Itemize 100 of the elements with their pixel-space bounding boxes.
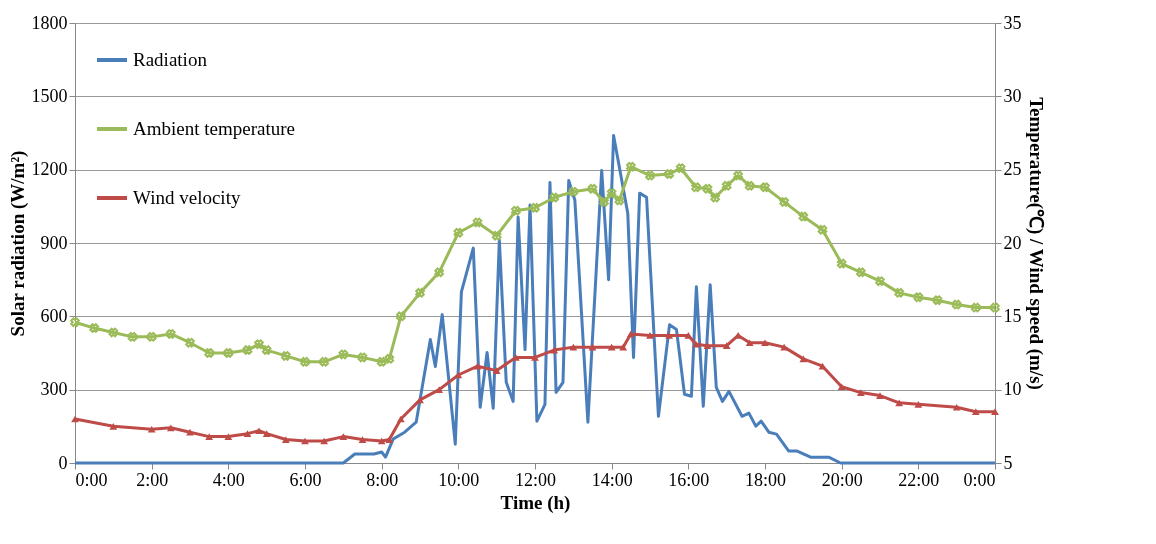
legend-label: Radiation	[133, 49, 208, 70]
point	[952, 403, 961, 411]
point	[89, 323, 99, 333]
point	[415, 288, 425, 298]
point	[384, 354, 395, 364]
point	[675, 163, 686, 174]
point	[185, 337, 195, 348]
point	[733, 170, 743, 181]
point	[376, 356, 387, 367]
y2-axis-title: Temperature(℃) / Wind speed (m/s)	[1024, 97, 1047, 390]
y-tick-label: 1800	[31, 12, 68, 33]
point	[951, 299, 962, 310]
point	[108, 327, 119, 338]
point	[856, 389, 865, 396]
point	[254, 339, 264, 350]
x-tick-label: 20:00	[821, 469, 863, 490]
point	[692, 340, 700, 348]
point	[932, 295, 943, 306]
y2-tick-label: 20	[1003, 232, 1022, 253]
x-tick-label: 12:00	[514, 469, 557, 490]
point	[204, 348, 214, 358]
point	[856, 267, 866, 278]
point	[473, 362, 482, 370]
point	[358, 436, 367, 443]
point	[435, 386, 444, 394]
point	[147, 425, 156, 433]
x-axis-title: Time (h)	[500, 491, 571, 514]
point	[818, 362, 827, 370]
point	[243, 430, 252, 438]
point	[166, 424, 175, 432]
point	[224, 433, 233, 440]
point	[453, 227, 464, 238]
x-tick-label: 22:00	[898, 469, 940, 490]
point	[511, 205, 521, 216]
point	[357, 352, 368, 363]
point	[549, 192, 559, 203]
legend-label: Ambient temperature	[133, 118, 295, 139]
point	[817, 224, 828, 235]
point	[895, 399, 904, 407]
y-tick-label: 1200	[31, 159, 68, 180]
point	[645, 170, 655, 181]
point	[760, 182, 770, 193]
point	[710, 192, 720, 203]
x-tick-label: 18:00	[744, 469, 787, 490]
point	[913, 292, 924, 303]
point	[761, 339, 769, 347]
point	[799, 355, 808, 363]
y2-tick-label: 15	[1003, 305, 1022, 326]
point	[109, 422, 118, 430]
legend-label: Wind velocity	[133, 187, 241, 208]
point	[836, 258, 847, 269]
point	[702, 183, 713, 194]
point	[568, 186, 579, 197]
point	[255, 427, 263, 435]
point	[691, 182, 701, 193]
x-tick-label: 16:00	[668, 469, 710, 490]
point	[875, 276, 885, 286]
point	[745, 339, 754, 347]
point	[990, 302, 1000, 313]
y-tick-label: 1500	[31, 85, 68, 106]
point	[914, 400, 923, 408]
point	[971, 302, 981, 313]
x-tick-label: 0:00	[75, 469, 108, 490]
y2-tick-label: 25	[1003, 159, 1022, 180]
point	[281, 436, 290, 443]
point	[205, 433, 214, 440]
y-tick-label: 300	[40, 379, 68, 400]
point	[281, 351, 291, 361]
x-tick-label: 14:00	[591, 469, 633, 490]
x-tick-label: 2:00	[136, 469, 169, 490]
point	[606, 188, 617, 198]
point	[472, 217, 483, 228]
y2-tick-label: 35	[1003, 12, 1022, 33]
point	[665, 332, 674, 339]
point	[127, 332, 138, 342]
point	[300, 356, 310, 367]
x-tick-label: 4:00	[212, 469, 245, 490]
point	[779, 197, 789, 207]
point	[684, 332, 693, 339]
point	[531, 354, 539, 361]
x-tick-label: 8:00	[366, 469, 399, 490]
point	[434, 267, 444, 278]
point	[837, 383, 846, 391]
point	[242, 345, 253, 355]
point	[339, 433, 348, 440]
point	[703, 342, 712, 350]
point	[722, 342, 731, 350]
y2-tick-label: 30	[1003, 85, 1022, 106]
point	[492, 367, 501, 374]
point	[646, 332, 654, 339]
point	[262, 430, 271, 438]
x-tick-label: 10:00	[438, 469, 480, 490]
point	[721, 180, 732, 191]
point	[319, 356, 329, 367]
y2-tick-label: 5	[1003, 452, 1013, 473]
y-tick-label: 0	[58, 452, 68, 473]
point	[491, 230, 502, 241]
point	[385, 436, 394, 443]
x-tick-label: 6:00	[289, 469, 322, 490]
point	[626, 330, 635, 338]
